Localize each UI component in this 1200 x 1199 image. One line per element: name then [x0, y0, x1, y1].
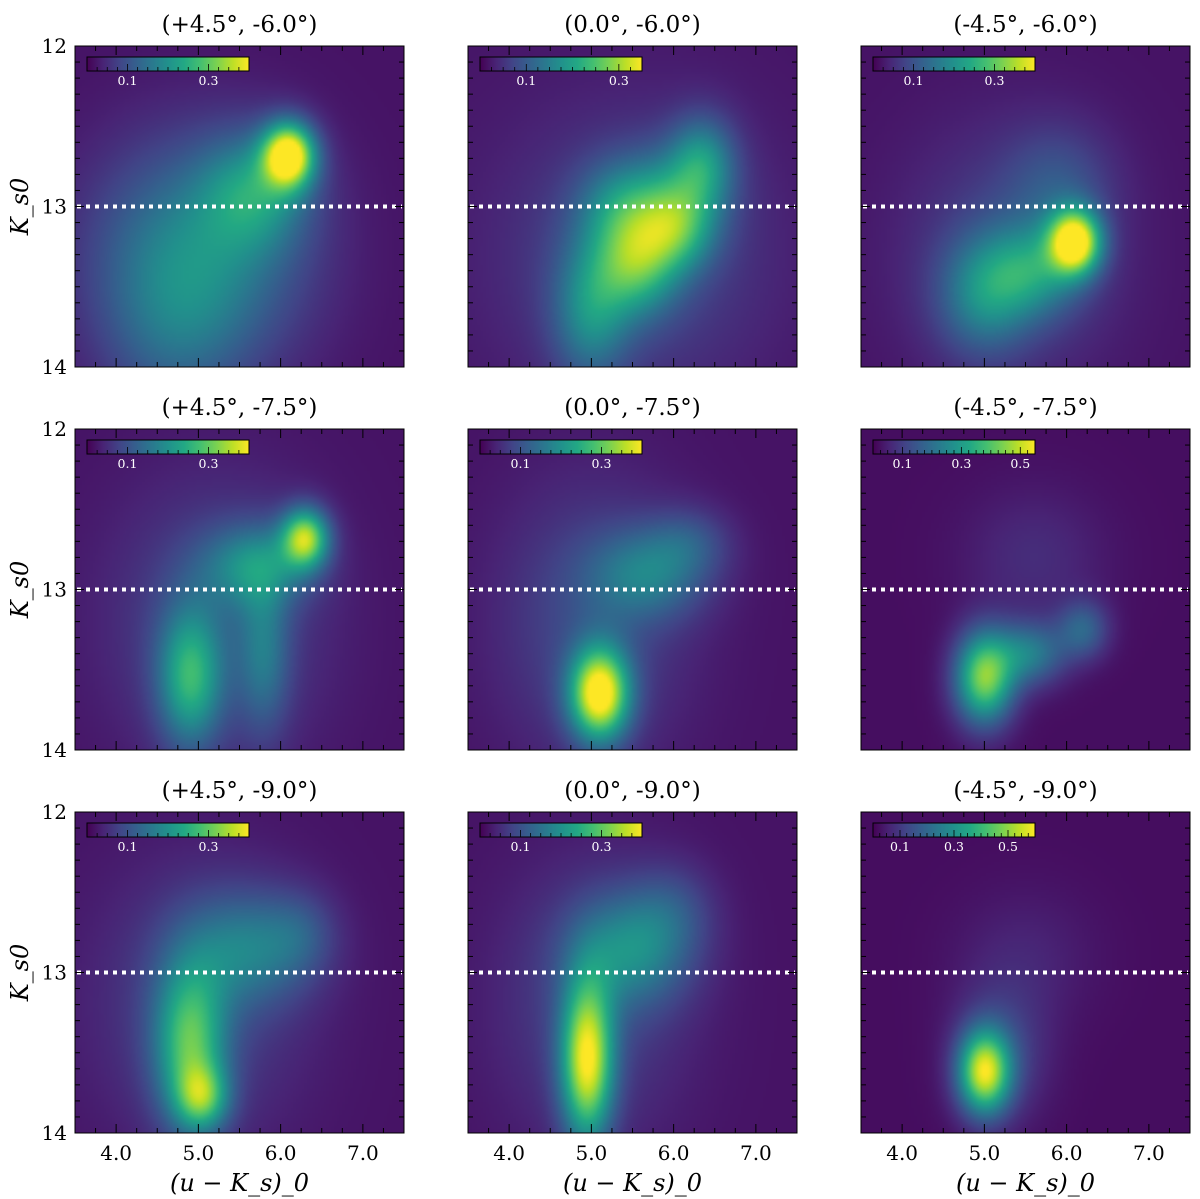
x-tick-label: 4.0: [886, 1141, 918, 1165]
colorbar-tick-label: 0.5: [998, 839, 1018, 854]
colorbar: 0.1 0.3 0.5: [872, 822, 1036, 854]
panel-title: (-4.5°, -9.0°): [953, 778, 1097, 804]
y-tick-label: 14: [42, 1121, 67, 1145]
axis-ticks: [860, 45, 1191, 368]
colorbar-tick-label: 0.5: [1010, 456, 1030, 471]
colorbar: 0.1 0.3: [872, 56, 1036, 88]
panel-title: (+4.5°, -9.0°): [162, 778, 318, 804]
colorbar: 0.1 0.3: [86, 822, 250, 854]
colorbar-tick-label: 0.3: [985, 73, 1005, 88]
panel-2-3: (-4.5°, -7.5°) 0.1 0.3 0.5: [860, 395, 1191, 751]
panel-1-1: (+4.5°, -6.0°) 12 13 14 K_s0 0.1 0.3: [6, 12, 405, 379]
x-tick-label: 6.0: [265, 1141, 297, 1165]
panel-3-1: (+4.5°, -9.0°) 12 13 14 K_s0 4.0 5.0 6.0 7.0 (u −…: [6, 778, 405, 1197]
y-tick-label: 12: [42, 800, 67, 824]
colorbar-tick-label: 0.1: [511, 839, 531, 854]
x-tick-label: 5.0: [968, 1141, 1000, 1165]
panel-2-2: (0.0°, -7.5°) 0.1 0.3: [467, 395, 798, 751]
panel-title: (0.0°, -6.0°): [564, 12, 701, 38]
colorbar-tick-label: 0.1: [511, 456, 531, 471]
colorbar-tick-label: 0.3: [199, 73, 219, 88]
y-axis-label: K_s0: [6, 178, 34, 237]
colorbar-tick-label: 0.3: [199, 456, 219, 471]
x-axis-label: (u − K_s)_0: [563, 1169, 702, 1197]
y-tick-label: 14: [42, 355, 67, 379]
colorbar-tick-label: 0.1: [118, 839, 138, 854]
panel-title: (-4.5°, -6.0°): [953, 12, 1097, 38]
colorbar-tick-label: 0.1: [118, 456, 138, 471]
x-tick-label: 4.0: [493, 1141, 525, 1165]
x-tick-label: 4.0: [100, 1141, 132, 1165]
colorbar: 0.1 0.3 0.5: [872, 439, 1036, 471]
panel-frame: [74, 45, 405, 368]
axis-ticks: [860, 811, 1191, 1134]
colorbar-tick-label: 0.3: [592, 456, 612, 471]
panel-title: (0.0°, -7.5°): [564, 395, 701, 421]
panel-frame: [74, 811, 405, 1134]
y-tick-label: 13: [42, 578, 67, 602]
colorbar: 0.1 0.3: [86, 56, 250, 88]
panel-frame: [467, 428, 798, 751]
colorbar: 0.1 0.3: [479, 56, 643, 88]
colorbar-tick-label: 0.1: [516, 73, 536, 88]
y-tick-label: 13: [42, 961, 67, 985]
panel-3-3: (-4.5°, -9.0°) 4.0 5.0 6.0 7.0 (u − K_s)_0 0.1…: [860, 778, 1191, 1197]
panel-frame: [467, 811, 798, 1134]
colorbar: 0.1 0.3: [86, 439, 250, 471]
panel-title: (0.0°, -9.0°): [564, 778, 701, 804]
panel-1-3: (-4.5°, -6.0°) 0.1 0.3: [860, 12, 1191, 368]
panel-frame: [860, 428, 1191, 751]
y-axis-label: K_s0: [6, 944, 34, 1003]
colorbar: 0.1 0.3: [479, 439, 643, 471]
x-tick-label: 7.0: [740, 1141, 772, 1165]
y-tick-label: 12: [42, 417, 67, 441]
x-tick-label: 5.0: [182, 1141, 214, 1165]
y-tick-label: 13: [42, 195, 67, 219]
colorbar-tick-label: 0.1: [118, 73, 138, 88]
panel-frame: [860, 45, 1191, 368]
x-tick-label: 5.0: [575, 1141, 607, 1165]
colorbar-tick-label: 0.3: [592, 839, 612, 854]
panel-title: (-4.5°, -7.5°): [953, 395, 1097, 421]
panel-2-1: (+4.5°, -7.5°) 12 13 14 K_s0 0.1 0.3: [6, 395, 405, 762]
x-tick-label: 6.0: [658, 1141, 690, 1165]
x-axis-label: (u − K_s)_0: [956, 1169, 1095, 1197]
panel-title: (+4.5°, -7.5°): [162, 395, 318, 421]
panel-3-2: (0.0°, -9.0°)4.0 5.0 6.0 7.0(u − K_s)_00.1 0…: [467, 778, 798, 1197]
colorbar-tick-label: 0.1: [904, 73, 924, 88]
x-tick-label: 6.0: [1051, 1141, 1083, 1165]
y-axis-label: K_s0: [6, 561, 34, 620]
colorbar-tick-label: 0.3: [609, 73, 629, 88]
y-tick-label: 12: [42, 34, 67, 58]
colorbar-tick-label: 0.3: [199, 839, 219, 854]
colorbar-tick-label: 0.3: [944, 839, 964, 854]
y-tick-label: 14: [42, 738, 67, 762]
panel-title: (+4.5°, -6.0°): [162, 12, 318, 38]
x-tick-label: 7.0: [347, 1141, 379, 1165]
panel-frame: [74, 428, 405, 751]
panel-frame: [467, 45, 798, 368]
x-axis-label: (u − K_s)_0: [170, 1169, 309, 1197]
colorbar: 0.1 0.3: [479, 822, 643, 854]
panel-frame: [860, 811, 1191, 1134]
colorbar-tick-label: 0.3: [951, 456, 971, 471]
x-tick-label: 7.0: [1133, 1141, 1165, 1165]
colorbar-tick-label: 0.1: [893, 456, 913, 471]
colorbar-tick-label: 0.1: [890, 839, 910, 854]
panel-1-2: (0.0°, -6.0°) 0.1 0.3: [467, 12, 798, 368]
